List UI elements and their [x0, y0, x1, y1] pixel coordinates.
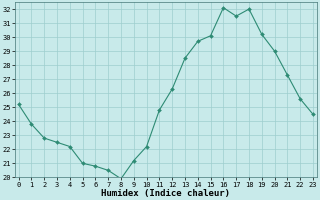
X-axis label: Humidex (Indice chaleur): Humidex (Indice chaleur): [101, 189, 230, 198]
